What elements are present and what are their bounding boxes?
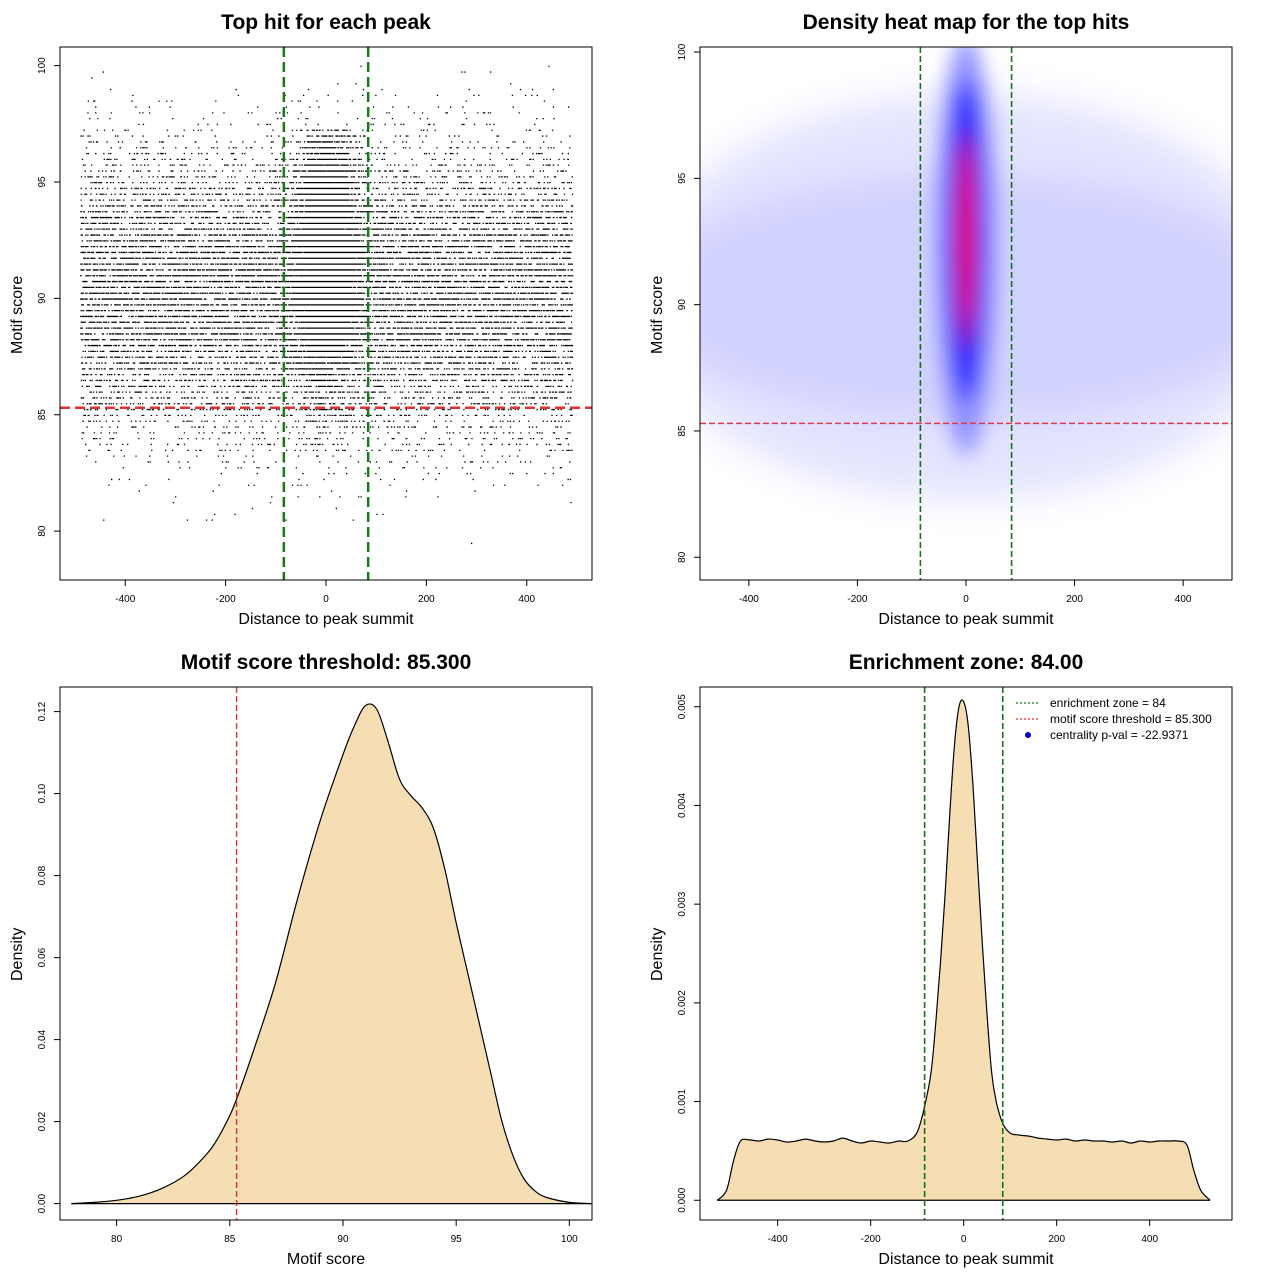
scatter-y-tick-label: 80: [37, 525, 48, 537]
heatmap-hotspot-red: [958, 144, 974, 331]
scatter-x-tick-label: 200: [418, 594, 435, 605]
scatter-plot-frame: [59, 46, 593, 581]
scatter-y-tick-label: 85: [37, 409, 48, 421]
distance-density-y-axis-title: Density: [649, 927, 666, 981]
distance-density-axes: -400 -200 0 200 400 0.000 0.001 0.002 0.003 0.004…: [677, 686, 1233, 1245]
distance-density-area-fill: [717, 699, 1211, 1201]
scatter-y-axis-title: Motif score: [9, 275, 26, 354]
scatter-x-tick-label: 400: [518, 594, 535, 605]
distance-density-density-curve: [716, 699, 1211, 1201]
distance-density-x-tick-label: 0: [961, 1234, 967, 1245]
heatmap-plot-frame: [699, 46, 1233, 581]
scatter-point: [80, 65, 574, 545]
legend-label: enrichment zone = 84: [1050, 696, 1166, 710]
chart-legend: enrichment zone = 84 motif score threshol…: [1016, 696, 1212, 742]
scatter-x-tick-label: -400: [115, 594, 135, 605]
distance-density-y-tick-label: 0.004: [677, 792, 688, 817]
heatmap-plot-title: Density heat map for the top hits: [802, 11, 1130, 34]
distance-density-plot-frame: [699, 686, 1233, 1221]
score-density-density-curve: [71, 703, 593, 1205]
heatmap-x-tick-label: -400: [739, 594, 759, 605]
score-density-plot-frame: [59, 686, 593, 1221]
heatmap-x-tick-label: -200: [847, 594, 867, 605]
score-density-plot-title: Motif score threshold: 85.300: [180, 651, 472, 674]
distance-density-y-tick-label: 0.002: [677, 990, 688, 1015]
heatmap-hotspot: [936, 47, 996, 456]
heatmap-y-tick-label: 100: [677, 43, 688, 60]
score-density-y-tick-label: 0.02: [37, 1111, 48, 1131]
score-density-x-axis-title: Motif score: [286, 1251, 366, 1268]
legend-label: centrality p-val = -22.9371: [1050, 728, 1189, 742]
scatter-axes: -400 -200 0 200 400 80 85 90 95 100: [37, 46, 593, 605]
score-density-y-tick-label: 0.04: [37, 1029, 48, 1049]
score-density-x-tick-label: 100: [561, 1234, 578, 1245]
distance-density-y-tick-label: 0.003: [677, 891, 688, 916]
heatmap-y-tick-label: 85: [677, 425, 688, 437]
legend-dot-marker: [1025, 732, 1031, 738]
score-density-y-tick-label: 0.12: [37, 701, 48, 721]
heatmap-y-tick-label: 80: [677, 551, 688, 563]
score-density-x-tick-label: 80: [111, 1234, 123, 1245]
distance-density-y-tick-label: 0.005: [677, 694, 688, 719]
scatter-plot-title: Top hit for each peak: [221, 11, 431, 34]
scatter-points: [80, 65, 574, 545]
heatmap-layer: [700, 47, 1232, 580]
score-density-x-tick-label: 85: [224, 1234, 236, 1245]
legend-label: motif score threshold = 85.300: [1050, 712, 1212, 726]
distance-density-x-tick-label: -200: [861, 1234, 881, 1245]
scatter-x-tick-label: -200: [216, 594, 236, 605]
scatter-y-tick-label: 90: [37, 292, 48, 304]
heatmap-x-tick-label: 200: [1066, 594, 1083, 605]
score-density-y-tick-label: 0.08: [37, 865, 48, 885]
score-density-x-tick-label: 90: [337, 1234, 349, 1245]
heatmap-y-axis-title: Motif score: [649, 275, 666, 354]
heatmap-y-tick-label: 90: [677, 299, 688, 311]
distance-density-x-tick-label: 200: [1048, 1234, 1065, 1245]
distance-density-y-tick-label: 0.001: [677, 1089, 688, 1114]
heatmap-x-axis-title: Distance to peak summit: [878, 611, 1054, 628]
heatmap-x-tick-label: 0: [963, 594, 969, 605]
heatmap-axes: -400 -200 0 200 400 80 85 90 95 100: [677, 43, 1233, 605]
scatter-x-axis-title: Distance to peak summit: [238, 611, 414, 628]
scatter-y-tick-label: 100: [37, 57, 48, 74]
distance-density-x-axis-title: Distance to peak summit: [878, 1251, 1054, 1268]
score-density-y-tick-label: 0.10: [37, 783, 48, 803]
score-density-area-fill: [71, 703, 593, 1204]
distance-density-plot-title: Enrichment zone: 84.00: [848, 651, 1084, 674]
score-density-y-tick-label: 0.00: [37, 1193, 48, 1213]
score-density-y-tick-label: 0.06: [37, 947, 48, 967]
scatter-x-tick-label: 0: [323, 594, 329, 605]
scatter-y-tick-label: 95: [37, 176, 48, 188]
distance-density-y-tick-label: 0.000: [677, 1187, 688, 1212]
score-density-y-axis-title: Density: [9, 927, 26, 981]
heatmap-y-tick-label: 95: [677, 172, 688, 184]
score-density-axes: 80 85 90 95 100 0.00 0.02 0.04 0.06 0.08 0.10 0.12: [37, 686, 593, 1245]
score-density-x-tick-label: 95: [451, 1234, 463, 1245]
distance-density-x-tick-label: 400: [1141, 1234, 1158, 1245]
heatmap-x-tick-label: 400: [1175, 594, 1192, 605]
distance-density-x-tick-label: -400: [768, 1234, 788, 1245]
